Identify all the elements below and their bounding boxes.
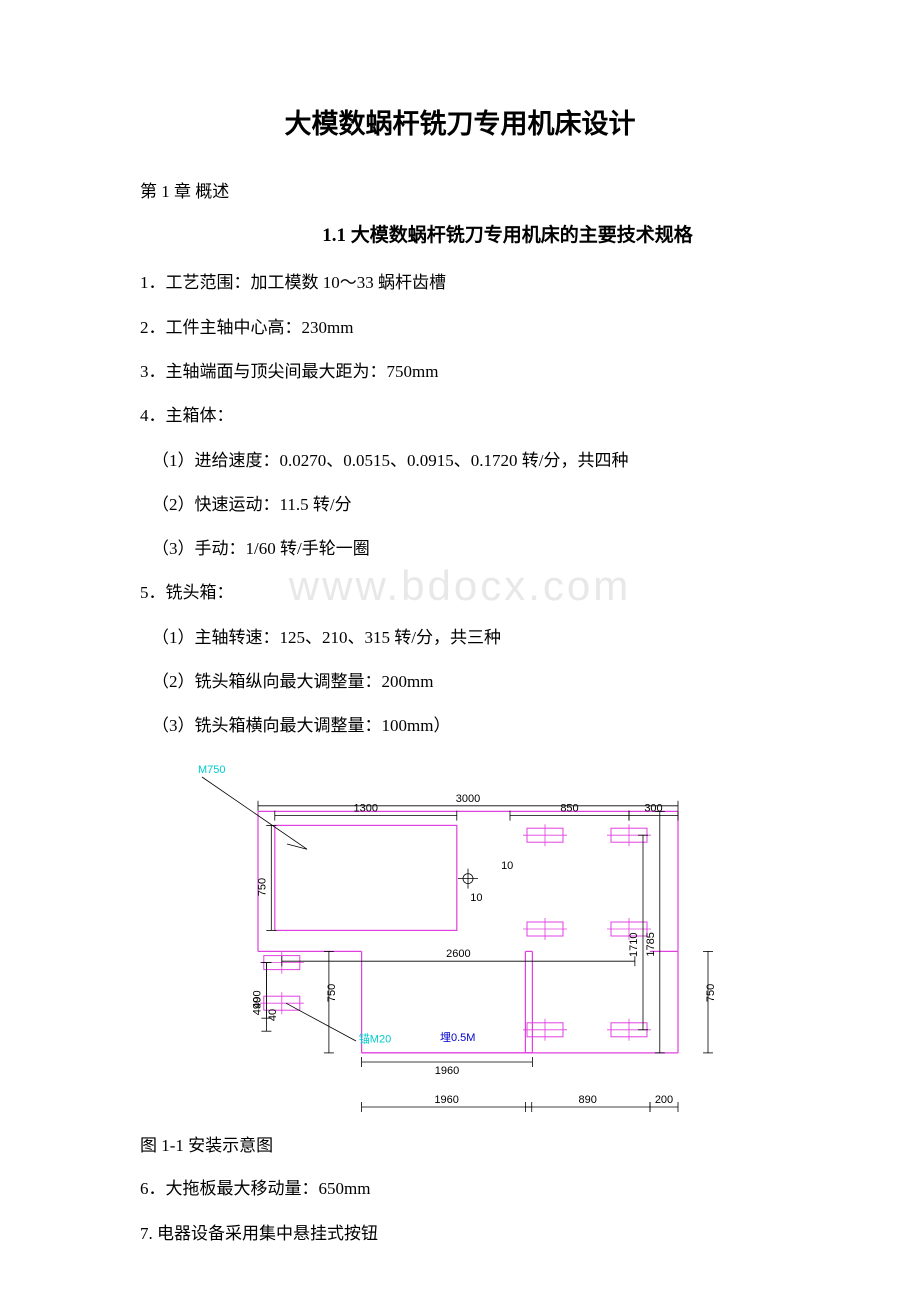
svg-text:750: 750 — [326, 983, 338, 1001]
spec-item-5-2: （2）铣头箱纵向最大调整量：200mm — [152, 666, 780, 698]
svg-text:750: 750 — [705, 983, 717, 1001]
svg-text:锚M20: 锚M20 — [359, 1031, 391, 1045]
spec-item-6: 6．大拖板最大移动量：650mm — [140, 1173, 780, 1205]
section-heading: 1.1 大模数蜗杆铣刀专用机床的主要技术规格 — [140, 219, 780, 253]
svg-text:1710: 1710 — [628, 932, 640, 956]
svg-text:40: 40 — [267, 1008, 279, 1020]
document-content: 大模数蜗杆铣刀专用机床设计 第 1 章 概述 1.1 大模数蜗杆铣刀专用机床的主… — [140, 100, 780, 1250]
svg-text:1785: 1785 — [645, 932, 657, 956]
spec-item-7: 7. 电器设备采用集中悬挂式按钮 — [140, 1218, 780, 1250]
spec-item-4: 4．主箱体： — [140, 400, 780, 432]
svg-text:490: 490 — [251, 997, 263, 1015]
spec-item-1: 1．工艺范围：加工模数 10～33 蜗杆齿槽 — [140, 267, 780, 299]
spec-item-5-1: （1）主轴转速：125、210、315 转/分，共三种 — [152, 622, 780, 654]
figure-caption: 图 1-1 安装示意图 — [140, 1131, 780, 1162]
spec-item-4-1: （1）进给速度：0.0270、0.0515、0.0915、0.1720 转/分，… — [152, 445, 780, 477]
installation-diagram: 3000130085030075010102600490490401710178… — [180, 755, 740, 1121]
spec-item-4-3: （3）手动：1/60 转/手轮一圈 — [152, 533, 780, 565]
svg-text:200: 200 — [655, 1094, 673, 1106]
svg-text:890: 890 — [579, 1094, 597, 1106]
svg-text:750: 750 — [256, 878, 268, 896]
spec-item-5: 5．铣头箱： — [140, 577, 780, 609]
svg-text:10: 10 — [501, 859, 513, 871]
chapter-label: 第 1 章 概述 — [140, 177, 780, 208]
svg-text:1960: 1960 — [435, 1065, 459, 1077]
document-title: 大模数蜗杆铣刀专用机床设计 — [140, 100, 780, 149]
svg-text:3000: 3000 — [456, 792, 480, 804]
svg-text:1300: 1300 — [354, 802, 378, 814]
spec-item-2: 2．工件主轴中心高：230mm — [140, 312, 780, 344]
spec-item-3: 3．主轴端面与顶尖间最大距为：750mm — [140, 356, 780, 388]
svg-text:埋0.5M: 埋0.5M — [440, 1031, 475, 1044]
spec-list: 1．工艺范围：加工模数 10～33 蜗杆齿槽 2．工件主轴中心高：230mm 3… — [140, 267, 780, 742]
svg-text:M750: M750 — [198, 764, 226, 776]
svg-text:2600: 2600 — [446, 948, 470, 960]
spec-item-5-3: （3）铣头箱横向最大调整量：100mm） — [152, 710, 780, 742]
diagram-container: 3000130085030075010102600490490401710178… — [140, 755, 780, 1121]
svg-text:850: 850 — [560, 802, 578, 814]
spec-item-4-2: （2）快速运动：11.5 转/分 — [152, 489, 780, 521]
svg-text:10: 10 — [470, 892, 482, 904]
svg-text:1960: 1960 — [434, 1094, 458, 1106]
